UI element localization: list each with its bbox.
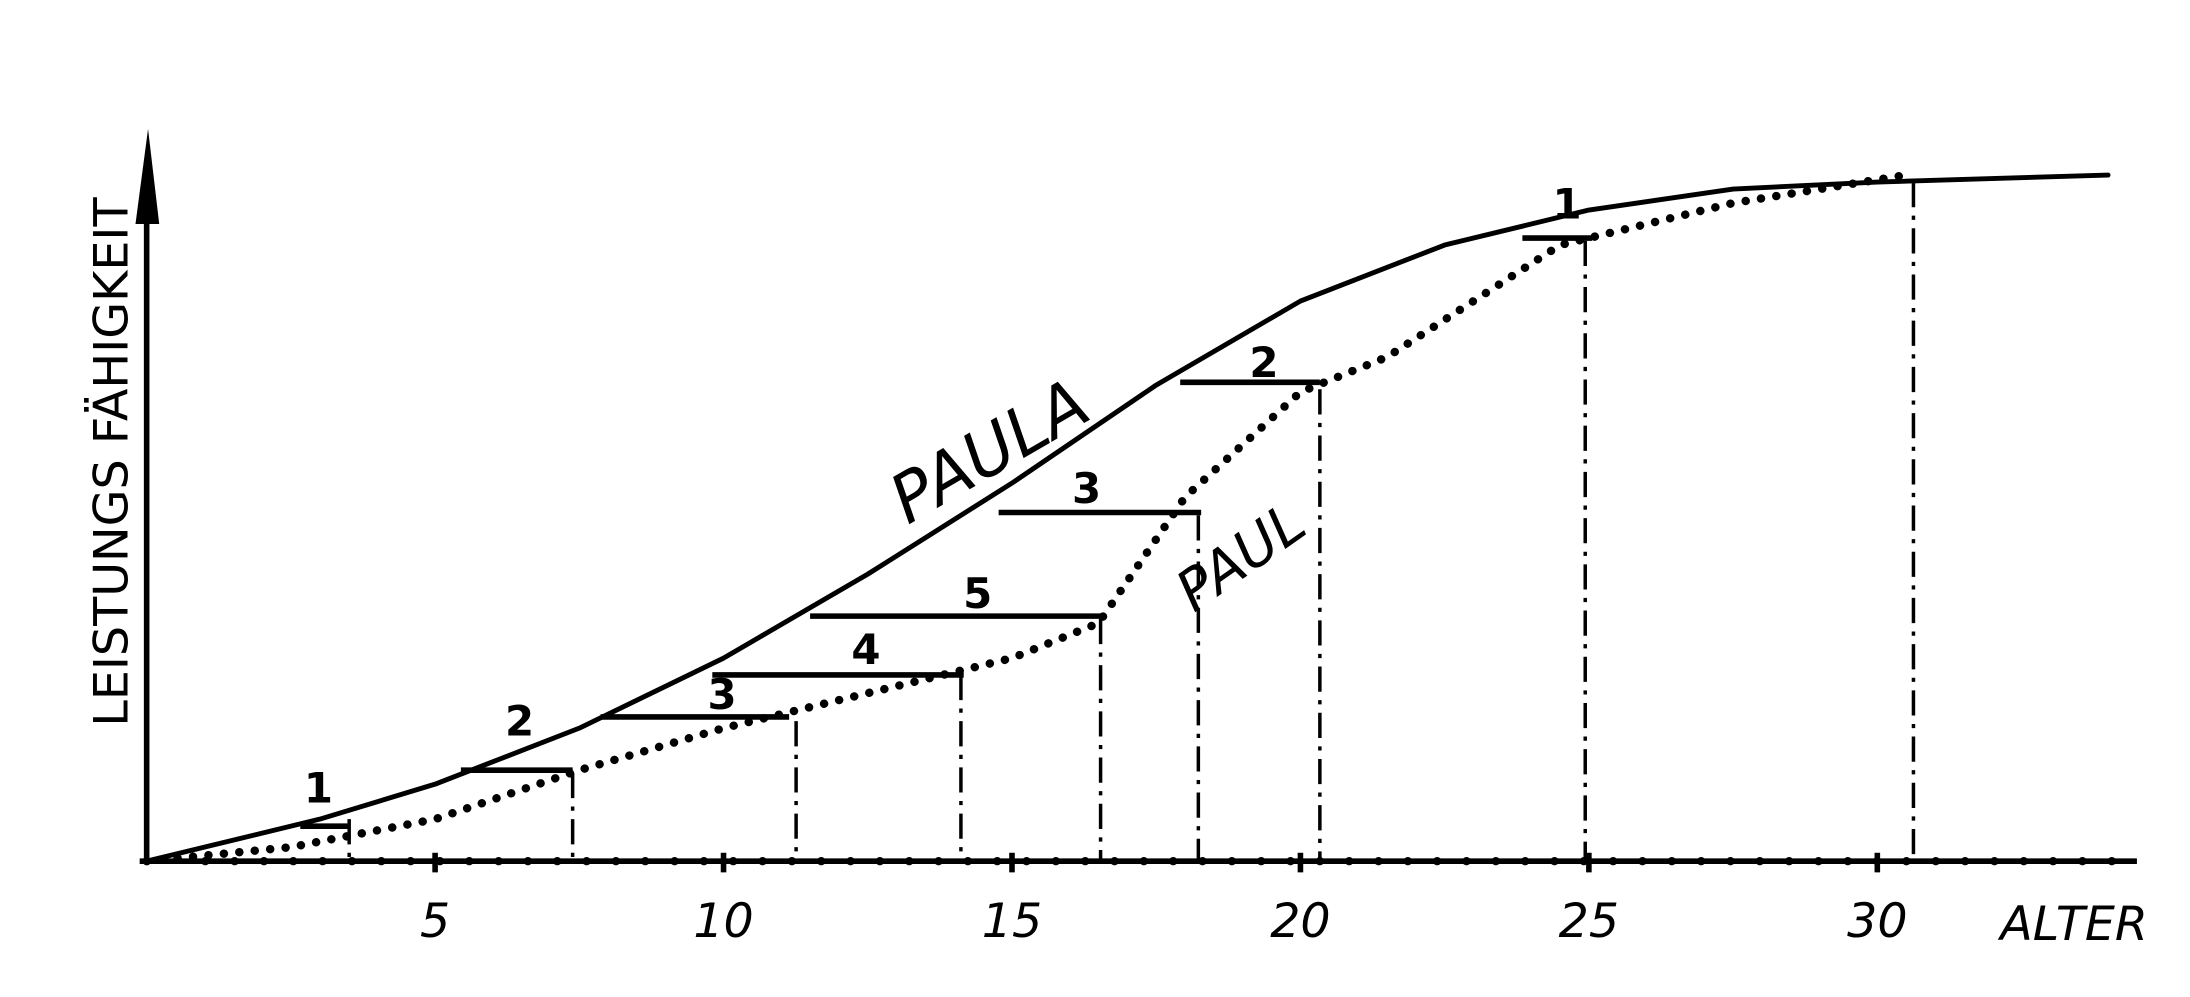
axis-dot [1286,856,1295,866]
axis-dot [934,856,943,866]
axis-dot [1198,856,1207,866]
axis-dot [2048,856,2058,866]
axis-dot [1520,856,1530,866]
x-axis-label: ALTER [1997,897,2148,952]
y-axis-label: LEISTUNGS FÄHIGKEIT [84,197,140,727]
axis-dot [1755,856,1765,866]
axis-dot [846,856,855,866]
annotation: 3 [708,670,737,719]
annotation: 4 [851,625,880,674]
x-tick-label: 20 [1270,894,1330,949]
axis-dot [1784,856,1794,866]
axis-dot [523,856,533,866]
axis-dot [1931,856,1940,866]
axis-dot [318,856,327,866]
axis-dot [1110,856,1119,866]
x-tick-label: 15 [982,894,1042,949]
y-axis-arrow [135,128,160,225]
axis-dot [2019,856,2028,866]
axis-dot [582,856,591,866]
axis-dot [494,856,503,866]
axis-dot [1022,856,1031,866]
x-tick-label: 30 [1847,894,1907,949]
annotation: 1 [304,764,333,813]
axis-dot [1432,856,1442,866]
axis-dot [1403,856,1413,866]
axis-dot [1169,856,1178,866]
axis-dot [1139,856,1149,866]
annotation: 1 [1553,180,1582,229]
axis-dot [1814,856,1823,866]
axis-dot [1638,856,1647,866]
axis-dot [641,856,650,866]
axis-dot [1491,856,1501,866]
axis-dot [699,856,709,866]
axis-dot [553,856,562,866]
axis-dot [670,856,679,866]
axis-dot [963,856,973,866]
axis-dot [1667,856,1677,866]
axis-dot [1345,856,1354,866]
annotation: 5 [963,569,992,618]
axis-dot [289,856,298,866]
axis-dot [1608,856,1618,866]
axis-dot [1960,856,1970,866]
axis-dot [611,856,621,866]
axis-dot [1696,856,1706,866]
axis-dot [377,856,386,866]
axis-dot [2107,856,2116,866]
axis-dot [1257,856,1266,866]
axis-dot [1227,856,1237,866]
axis-dot [1843,856,1853,866]
axis-dot [1902,856,1911,866]
axis-dot [817,856,826,866]
axis-dot [1550,856,1559,866]
axis-dot [758,856,767,866]
axis-dot [230,856,239,866]
axis-dot [875,856,885,866]
x-tick-label: 25 [1559,894,1619,949]
axis-dot [1051,856,1061,866]
axis-dot [1990,856,1999,866]
axis-dot [729,856,738,866]
axis-dot [993,856,1002,866]
axis-dot [259,856,269,866]
axis-dot [2078,856,2087,866]
axis-dot [1081,856,1090,866]
series-line [144,172,2111,864]
series-line [142,170,1911,866]
axis-dot [465,856,474,866]
annotation: 3 [1072,464,1101,513]
axis-dot [1726,856,1735,866]
axis-dot [787,856,797,866]
annotation: 2 [505,696,534,745]
annotation: 2 [1249,338,1278,387]
x-tick-label: 10 [693,894,753,949]
axis-dot [905,856,914,866]
axis-dot [1462,856,1471,866]
axis-dot [406,856,415,866]
x-tick-label: 5 [420,894,450,949]
axis-dot [347,856,357,866]
axis-dot [1374,856,1383,866]
